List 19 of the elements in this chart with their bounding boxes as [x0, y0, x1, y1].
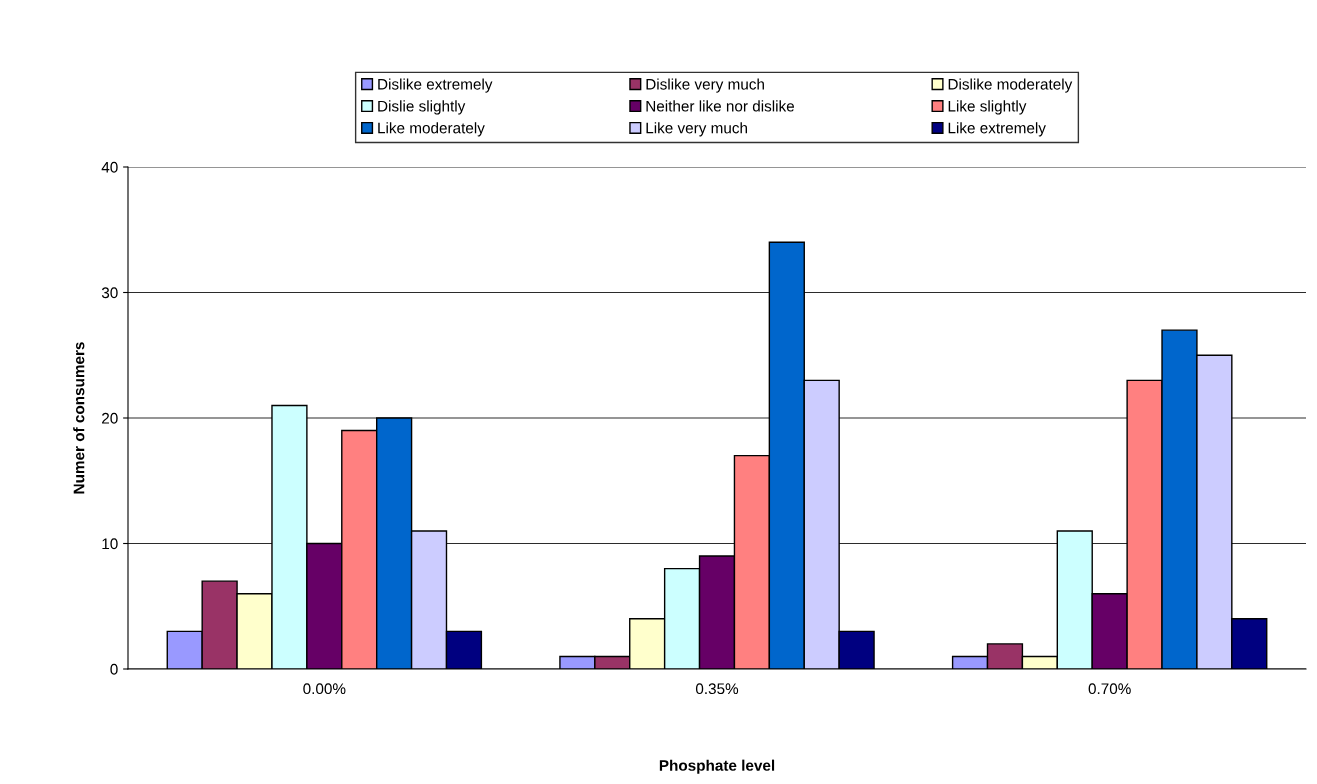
x-axis-title: Phosphate level	[659, 759, 775, 774]
x-tick-label: 0.35%	[695, 683, 739, 695]
legend-label: Like moderately	[378, 122, 485, 137]
y-tick-label: 10	[102, 538, 118, 550]
y-tick-label: 30	[101, 287, 118, 299]
legend-label: Dislie slightly	[378, 100, 466, 115]
legend-label: Dislike moderately	[948, 78, 1073, 93]
legend-label: Neither like nor dislike	[646, 100, 795, 112]
y-axis-title: Numer of consumers	[73, 342, 85, 494]
x-tick-label: 0.70%	[1088, 683, 1131, 695]
legend-label: Like very much	[646, 122, 747, 137]
legend-label: Dislike extremely	[378, 78, 493, 93]
legend-label: Like slightly	[948, 100, 1027, 115]
y-tick-label: 20	[102, 412, 118, 424]
legend-label: Like extremely	[948, 122, 1046, 137]
y-tick-label: 40	[101, 161, 118, 173]
y-tick-label: 0	[110, 663, 118, 675]
x-tick-label: 0.00%	[303, 683, 346, 695]
legend-label: Dislike very much	[646, 78, 764, 93]
